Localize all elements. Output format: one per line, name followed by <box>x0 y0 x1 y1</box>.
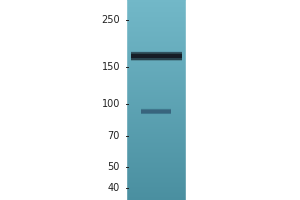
Text: 250: 250 <box>101 15 120 25</box>
Text: 100: 100 <box>102 99 120 109</box>
Text: 40: 40 <box>108 183 120 193</box>
Text: 50: 50 <box>108 162 120 172</box>
Text: 70: 70 <box>108 131 120 141</box>
Text: 150: 150 <box>101 62 120 72</box>
